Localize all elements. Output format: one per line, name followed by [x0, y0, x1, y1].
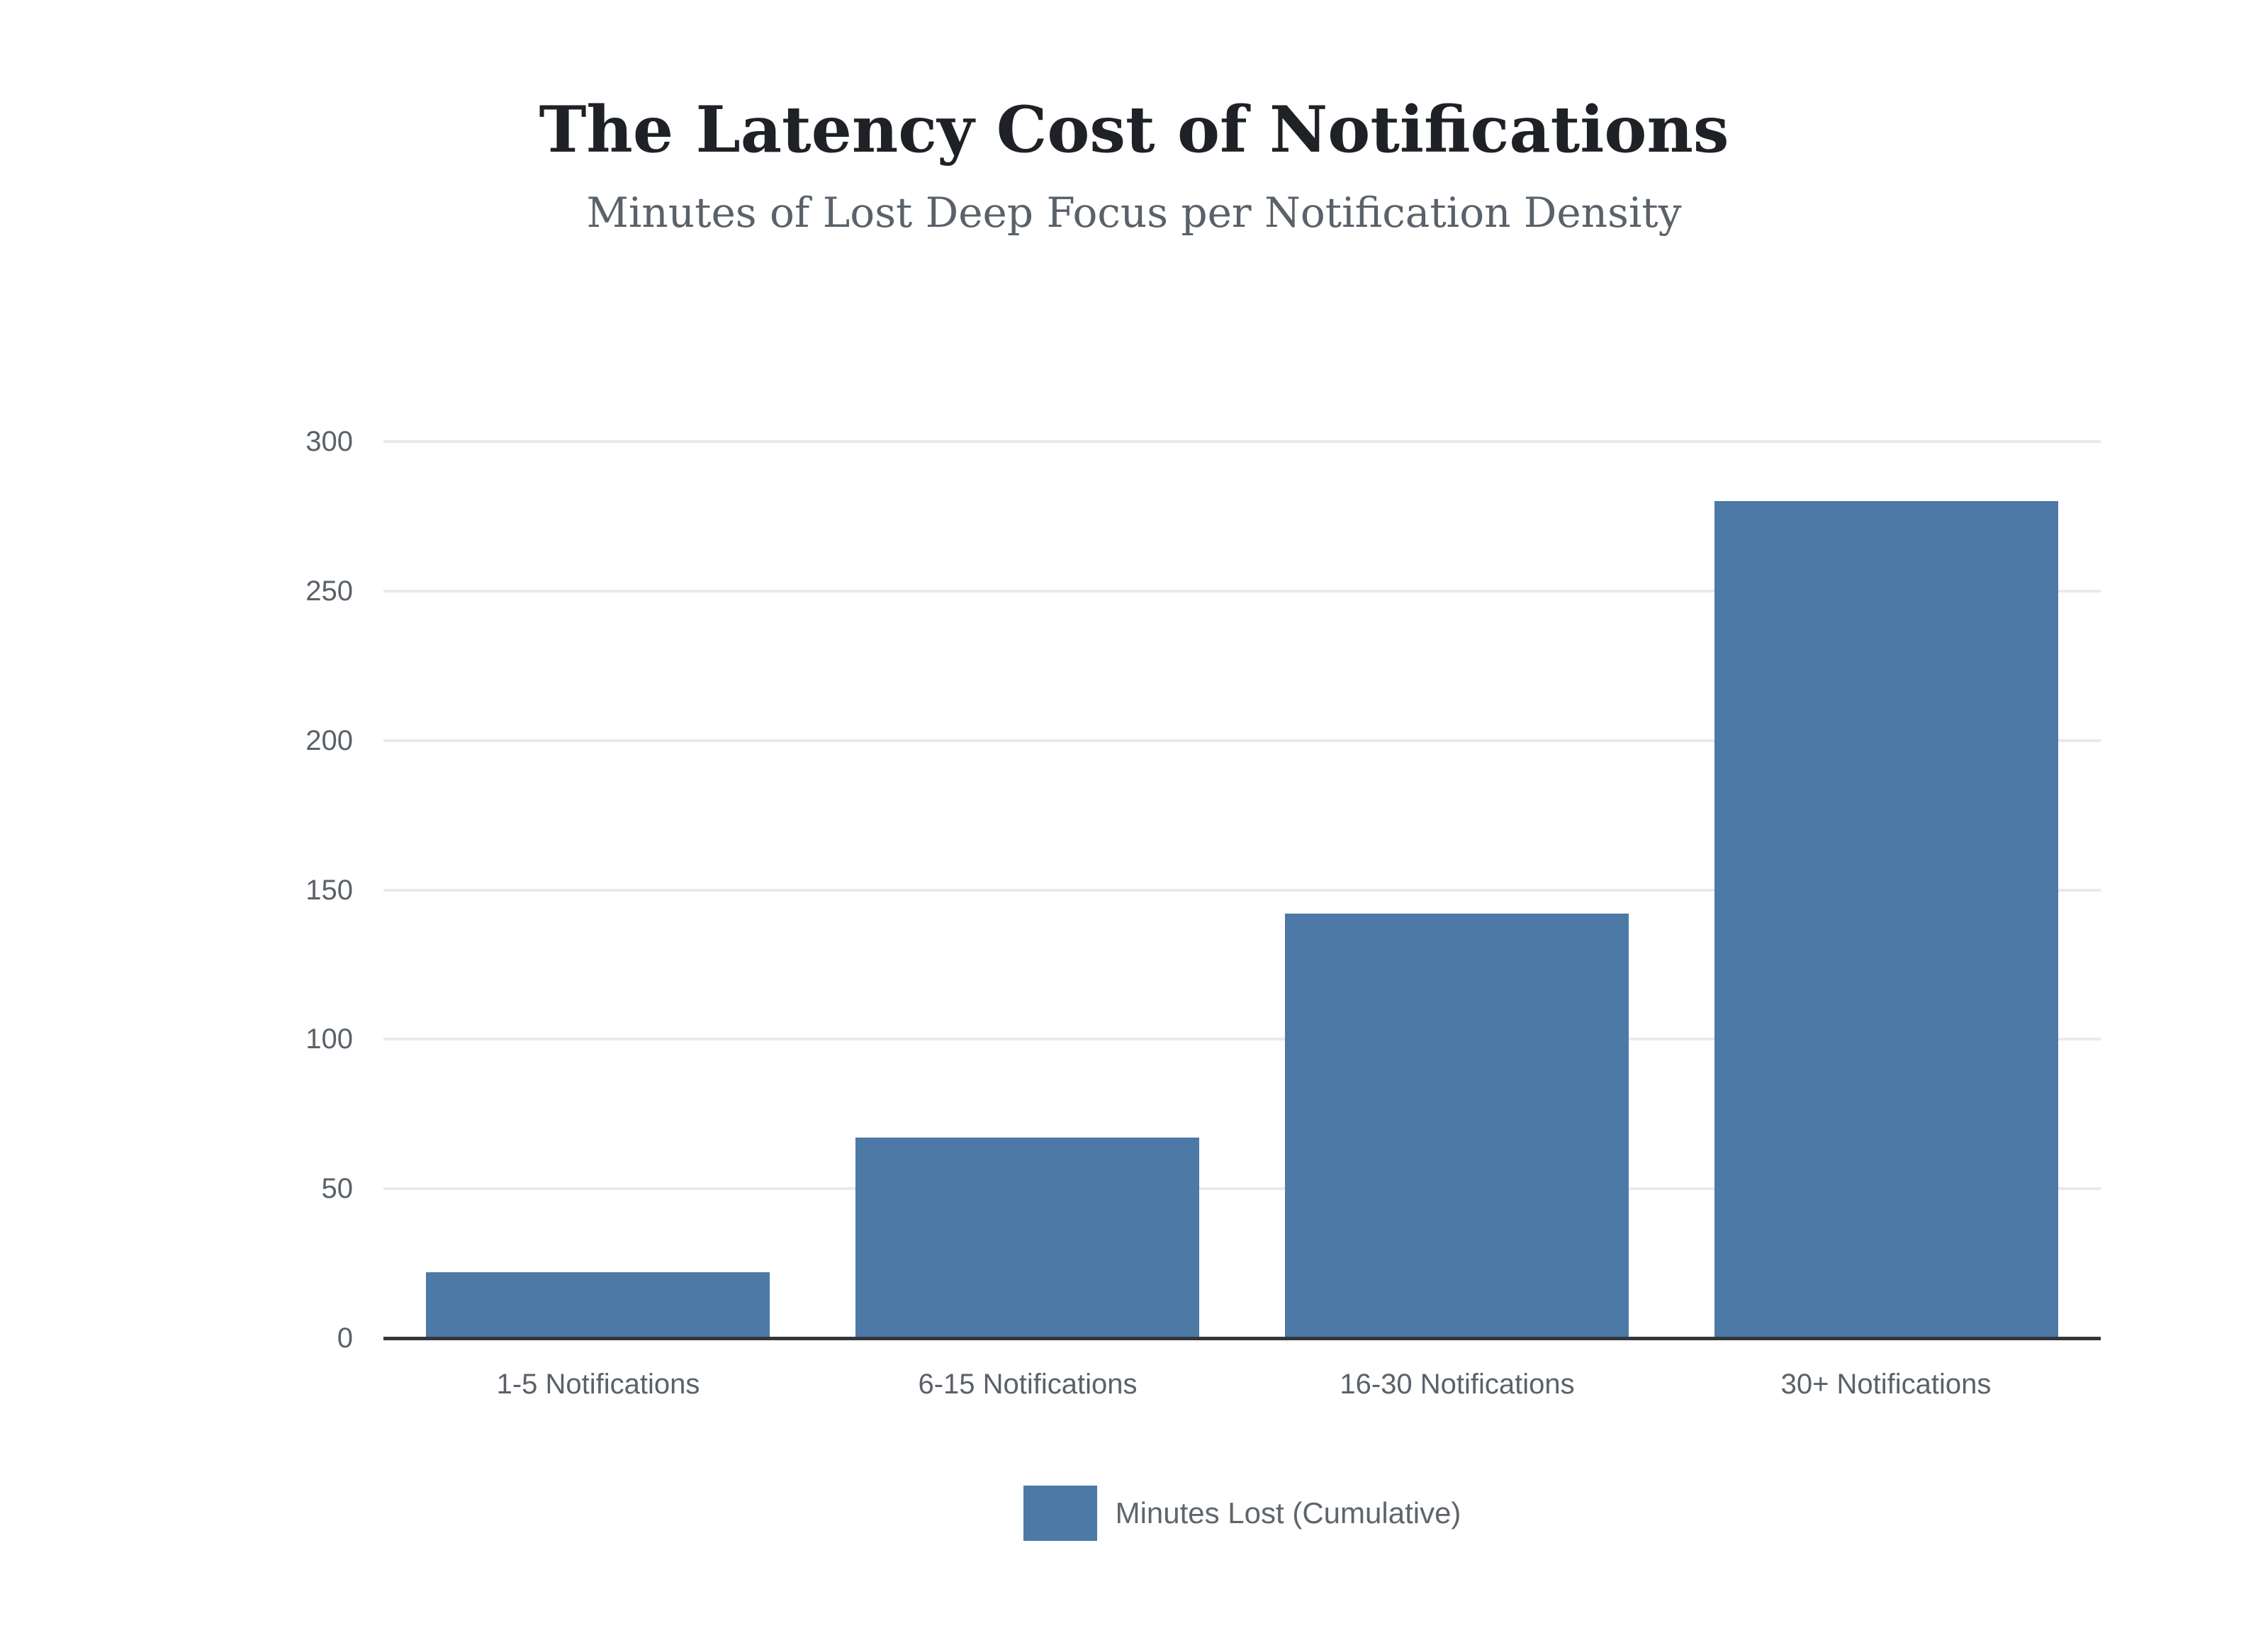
bar-2	[855, 1138, 1199, 1338]
y-axis-tick-label: 100	[305, 1023, 353, 1055]
x-axis-category-label: 16-30 Notifications	[1340, 1369, 1575, 1400]
y-axis-tick-label: 300	[305, 426, 353, 457]
gridline-y-100	[383, 1038, 2101, 1041]
bar-4	[1714, 501, 2058, 1338]
gridline-y-50	[383, 1187, 2101, 1191]
x-axis-category-label: 30+ Notifications	[1780, 1369, 1992, 1400]
y-axis-tick-label: 0	[337, 1323, 353, 1354]
x-axis-line	[383, 1337, 2101, 1340]
bar-3	[1285, 914, 1629, 1338]
chart-subtitle: Minutes of Lost Deep Focus per Notificat…	[586, 189, 1682, 237]
y-axis-tick-label: 250	[305, 575, 353, 607]
gridline-y-250	[383, 589, 2101, 593]
chart-legend[interactable]: Minutes Lost (Cumulative)	[383, 1481, 2101, 1545]
legend-color-swatch	[1023, 1486, 1097, 1541]
gridline-y-300	[383, 440, 2101, 443]
x-axis-category-label: 1-5 Notifications	[496, 1369, 700, 1400]
x-axis-category-label: 6-15 Notifications	[918, 1369, 1138, 1400]
y-axis-tick-label: 50	[321, 1173, 354, 1205]
chart-title: The Latency Cost of Notifications	[539, 92, 1729, 167]
y-axis-tick-label: 200	[305, 724, 353, 756]
legend-series-label: Minutes Lost (Cumulative)	[1115, 1496, 1461, 1530]
y-axis-tick-label: 150	[305, 874, 353, 906]
bar-1	[426, 1272, 770, 1338]
gridline-y-150	[383, 888, 2101, 892]
gridline-y-200	[383, 739, 2101, 742]
